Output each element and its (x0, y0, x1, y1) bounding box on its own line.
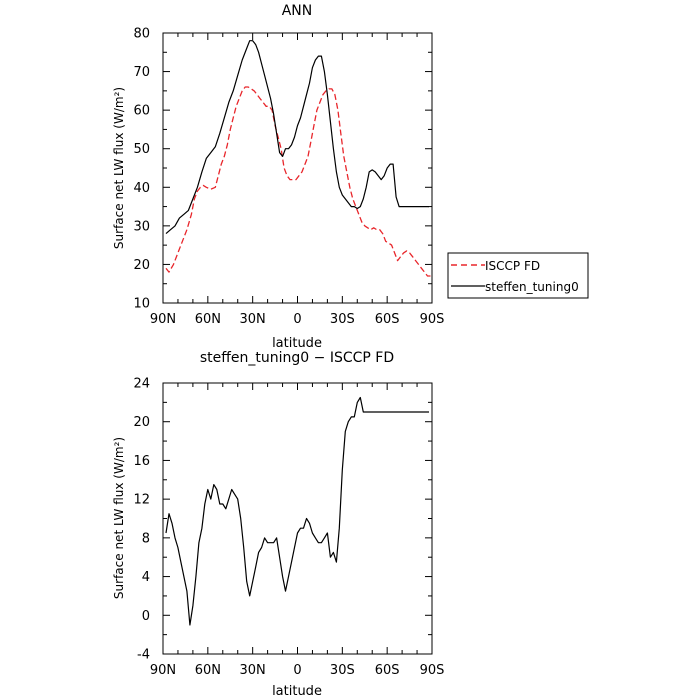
legend-box (447, 252, 589, 299)
bottom-xtick-label: 30N (240, 663, 266, 678)
legend-label-isccp: ISCCP FD (485, 259, 540, 273)
top-xtick-label: 30N (240, 312, 266, 327)
legend-label-steffen: steffen_tuning0 (485, 280, 579, 294)
legend: ISCCP FD steffen_tuning0 (447, 252, 589, 299)
top-ytick-label: 40 (133, 181, 150, 196)
bottom-xtick-label: 60S (375, 663, 400, 678)
bottom-series-lines (165, 396, 429, 626)
bottom-xtick-label: 90S (420, 663, 445, 678)
top-ytick-label: 30 (133, 219, 150, 234)
bottom-ytick-label: 12 (133, 493, 150, 508)
bottom-ytick-label: 0 (142, 609, 150, 624)
bottom-xlabel: latitude (272, 684, 322, 699)
bottom-ytick-label: 16 (133, 454, 150, 469)
top-ticks: 90N 60N 30N 0 30S 60S 90S 10 20 30 40 50 60 70 80 (133, 27, 444, 328)
top-ytick-label: 80 (133, 27, 150, 42)
bottom-ticks: 90N 60N 30N 0 30S 60S 90S -4 0 4 8 12 16 20 24 (133, 377, 444, 679)
bottom-series-line-0 (165, 396, 429, 626)
top-series-lines (165, 40, 431, 277)
bottom-xtick-label: 30S (330, 663, 355, 678)
bottom-ytick-label: 8 (142, 531, 150, 546)
top-xtick-label: 30S (330, 312, 355, 327)
bottom-xtick-label: 60N (195, 663, 221, 678)
top-xtick-label: 60N (195, 312, 221, 327)
top-xtick-label: 60S (375, 312, 400, 327)
top-ytick-label: 10 (133, 297, 150, 312)
top-ytick-label: 20 (133, 258, 150, 273)
bottom-xtick-label: 0 (293, 663, 301, 678)
top-ytick-label: 70 (133, 65, 150, 80)
top-ylabel: Surface net LW flux (W/m²) (112, 87, 126, 249)
bottom-panel: steffen_tuning0 − ISCCP FD 90N 60N 30N 0 30S… (112, 350, 444, 699)
top-ytick-label: 60 (133, 104, 150, 119)
bottom-panel-title: steffen_tuning0 − ISCCP FD (200, 350, 394, 366)
top-panel-title: ANN (282, 3, 313, 19)
bottom-xtick-label: 90N (150, 663, 176, 678)
top-panel: ANN 90N 60N 30N 0 30S 60S 90S1020304050607080 … (112, 3, 589, 351)
top-xlabel: latitude (272, 336, 322, 351)
top-xtick-label: 90N (150, 312, 176, 327)
top-ytick-label: 50 (133, 142, 150, 157)
bottom-ytick-label: -4 (137, 648, 150, 663)
bottom-ylabel: Surface net LW flux (W/m²) (112, 437, 126, 599)
top-series-line-1 (165, 40, 429, 235)
top-series-line-0 (165, 86, 431, 277)
bottom-ytick-label: 24 (133, 377, 150, 392)
bottom-ytick-label: 4 (142, 570, 150, 585)
bottom-ytick-label: 20 (133, 415, 150, 430)
top-xtick-label: 90S (420, 312, 445, 327)
top-xtick-label: 0 (293, 312, 301, 327)
